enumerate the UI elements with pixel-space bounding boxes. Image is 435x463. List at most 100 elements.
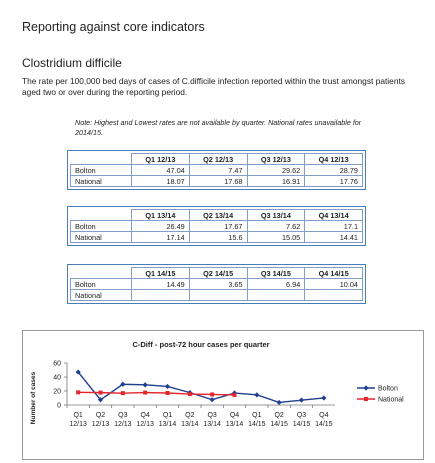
data-point: [187, 392, 192, 397]
table-cell: 28.79: [304, 164, 363, 176]
column-header: Q2 12/13: [188, 153, 248, 165]
column-header: Q3 12/13: [246, 153, 306, 165]
x-tick-label: Q4: [319, 412, 328, 419]
x-tick-label: Q2: [274, 412, 283, 419]
data-point: [164, 383, 171, 390]
y-tick-label: 60: [53, 361, 61, 368]
y-axis-label: Number of cases: [30, 371, 37, 424]
table-row: Bolton 47.04 7.47 29.62 28.79: [70, 164, 363, 176]
row-label: National: [70, 231, 132, 243]
x-tick-label: 14/15: [315, 421, 333, 428]
table-corner: [70, 209, 132, 221]
data-point: [165, 391, 170, 396]
x-tick-label: 14/15: [293, 421, 311, 428]
table-cell: 14.49: [131, 278, 190, 290]
column-header: Q4 13/14: [304, 209, 363, 221]
table-cell: 17.1: [304, 220, 363, 232]
indicator-description: The rate per 100,000 bed days of cases o…: [22, 76, 405, 97]
table-cell: 17.67: [188, 220, 248, 232]
rates-table-2014-15: Q1 14/15 Q2 14/15 Q3 14/15 Q4 14/15 Bolt…: [67, 264, 366, 304]
table-row: National 17.14 15.6 15.05 14.41: [70, 231, 363, 243]
table-cell: 15.05: [246, 231, 306, 243]
column-header: Q4 14/15: [304, 267, 363, 279]
data-point: [210, 392, 215, 397]
page-heading: Reporting against core indicators: [22, 20, 205, 34]
table-cell: [188, 289, 248, 301]
y-tick-label: 40: [53, 375, 61, 382]
x-tick-label: 13/14: [226, 421, 244, 428]
x-tick-label: 13/14: [181, 421, 199, 428]
x-tick-label: Q3: [118, 412, 127, 419]
x-tick-label: 12/13: [136, 421, 154, 428]
legend-marker: [363, 385, 369, 391]
row-label: Bolton: [70, 220, 132, 232]
series-line-bolton: [77, 371, 324, 404]
table-corner: [70, 153, 132, 165]
series-line-national: [78, 391, 235, 396]
x-tick-label: 14/15: [270, 421, 288, 428]
table-row: National: [70, 289, 363, 301]
table-cell: 17.68: [188, 175, 248, 187]
table-cell: [246, 289, 306, 301]
x-tick-label: Q1: [252, 412, 261, 419]
table-cell: 16.91: [246, 175, 306, 187]
x-tick-label: Q1: [163, 412, 172, 419]
x-tick-label: Q4: [230, 412, 239, 419]
rates-table-2012-13: Q1 12/13 Q2 12/13 Q3 12/13 Q4 12/13 Bolt…: [67, 150, 366, 190]
table-cell: 29.62: [246, 164, 306, 176]
column-header: Q3 14/15: [246, 267, 306, 279]
data-point: [276, 399, 282, 406]
column-header: Q1 12/13: [131, 153, 190, 165]
section-heading: Clostridium difficile: [22, 56, 122, 70]
rates-note: Note: Highest and Lowest rates are not a…: [75, 118, 362, 137]
x-tick-label: Q3: [207, 412, 216, 419]
table-cell: 14.41: [304, 231, 363, 243]
row-label: Bolton: [70, 164, 132, 176]
table-row: National 18.07 17.68 16.91 17.76: [70, 175, 363, 187]
table-cell: 3.65: [188, 278, 248, 290]
table-row: Bolton 14.49 3.65 6.94 10.04: [70, 278, 363, 290]
legend-label: Bolton: [378, 386, 398, 393]
table-row: Bolton 26.49 17.67 7.62 17.1: [70, 220, 363, 232]
data-point: [97, 397, 104, 403]
column-header: Q4 12/13: [304, 153, 363, 165]
x-tick-label: Q2: [185, 412, 194, 419]
table-cell: [131, 289, 190, 301]
column-header: Q2 13/14: [188, 209, 248, 221]
chart-title: C-Diff - post-72 hour cases per quarter: [132, 340, 269, 349]
data-point: [120, 391, 125, 396]
table-cell: 15.6: [188, 231, 248, 243]
x-tick-label: Q2: [96, 412, 105, 419]
data-point: [76, 390, 81, 395]
y-tick-label: 20: [53, 389, 61, 396]
column-header: Q1 14/15: [131, 267, 190, 279]
table-cell: 10.04: [304, 278, 363, 290]
row-label: National: [70, 175, 132, 187]
table-cell: 18.07: [131, 175, 190, 187]
table-cell: 7.47: [188, 164, 248, 176]
data-point: [209, 397, 215, 403]
column-header: Q3 13/14: [246, 209, 306, 221]
column-header: Q2 14/15: [188, 267, 248, 279]
y-tick-label: 0: [57, 403, 61, 410]
x-tick-label: Q4: [140, 412, 149, 419]
table-cell: 47.04: [131, 164, 190, 176]
table-cell: 17.14: [131, 231, 190, 243]
cdiff-chart: C-Diff - post-72 hour cases per quarter N…: [22, 330, 424, 460]
x-tick-label: Q1: [73, 412, 82, 419]
legend-marker: [364, 397, 368, 401]
row-label: National: [70, 289, 132, 301]
table-cell: 7.62: [246, 220, 306, 232]
data-point: [254, 392, 260, 398]
chart-canvas: C-Diff - post-72 hour cases per quarter N…: [30, 340, 404, 428]
x-tick-label: Q3: [297, 412, 306, 419]
data-point: [321, 395, 327, 401]
row-label: Bolton: [70, 278, 132, 290]
table-corner: [70, 267, 132, 279]
column-header: Q1 13/14: [131, 209, 190, 221]
x-tick-label: 13/14: [203, 421, 221, 428]
table-cell: 6.94: [246, 278, 306, 290]
x-tick-label: 12/13: [69, 421, 87, 428]
x-tick-label: 12/13: [92, 421, 110, 428]
data-point: [298, 397, 305, 403]
